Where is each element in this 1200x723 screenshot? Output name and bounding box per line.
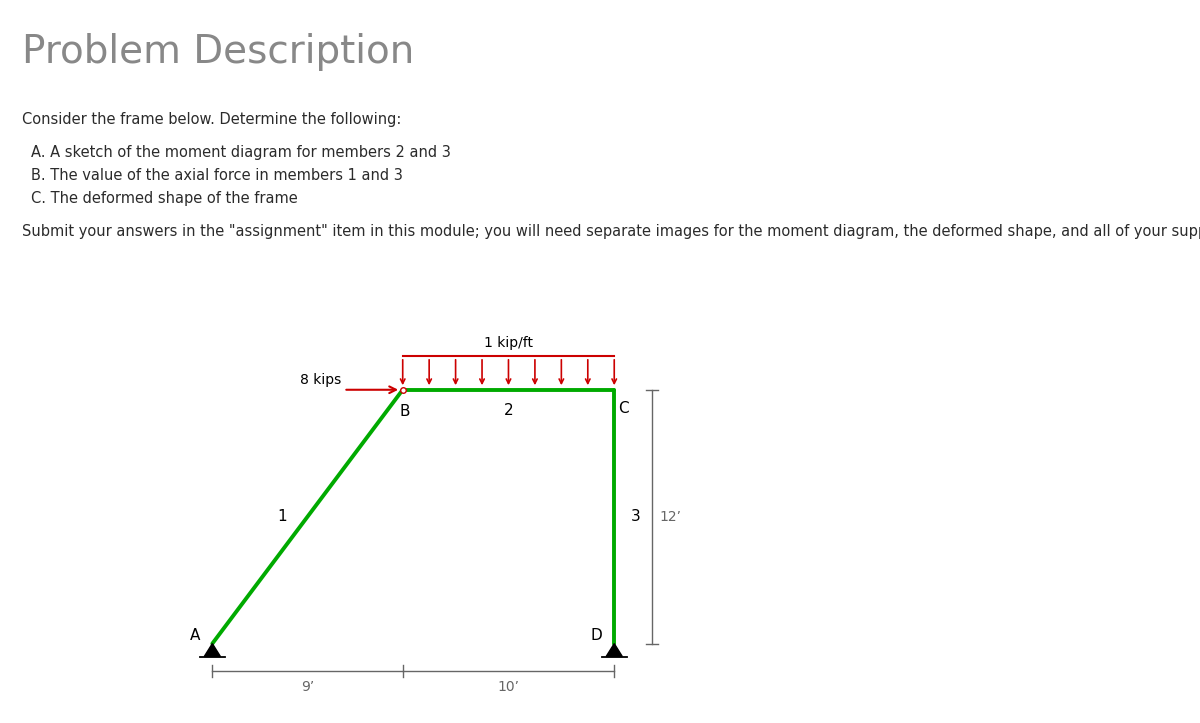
Polygon shape <box>204 643 221 656</box>
Text: 9’: 9’ <box>301 680 314 694</box>
Text: Problem Description: Problem Description <box>22 33 414 71</box>
Polygon shape <box>606 643 623 656</box>
Text: Submit your answers in the "assignment" item in this module; you will need separ: Submit your answers in the "assignment" … <box>22 224 1200 239</box>
Text: 1: 1 <box>277 509 287 524</box>
Text: 8 kips: 8 kips <box>300 372 341 387</box>
Text: 12’: 12’ <box>660 510 682 523</box>
Text: B. The value of the axial force in members 1 and 3: B. The value of the axial force in membe… <box>31 168 403 183</box>
Text: A. A sketch of the moment diagram for members 2 and 3: A. A sketch of the moment diagram for me… <box>31 145 451 160</box>
Text: C: C <box>618 401 629 416</box>
Text: B: B <box>400 403 410 419</box>
Text: 2: 2 <box>504 403 514 419</box>
Text: 10’: 10’ <box>498 680 520 694</box>
Text: 1 kip/ft: 1 kip/ft <box>484 335 533 350</box>
Text: D: D <box>590 628 602 643</box>
Text: C. The deformed shape of the frame: C. The deformed shape of the frame <box>31 191 298 206</box>
Text: Consider the frame below. Determine the following:: Consider the frame below. Determine the … <box>22 112 401 127</box>
Text: 3: 3 <box>630 509 641 524</box>
Text: A: A <box>191 628 200 643</box>
